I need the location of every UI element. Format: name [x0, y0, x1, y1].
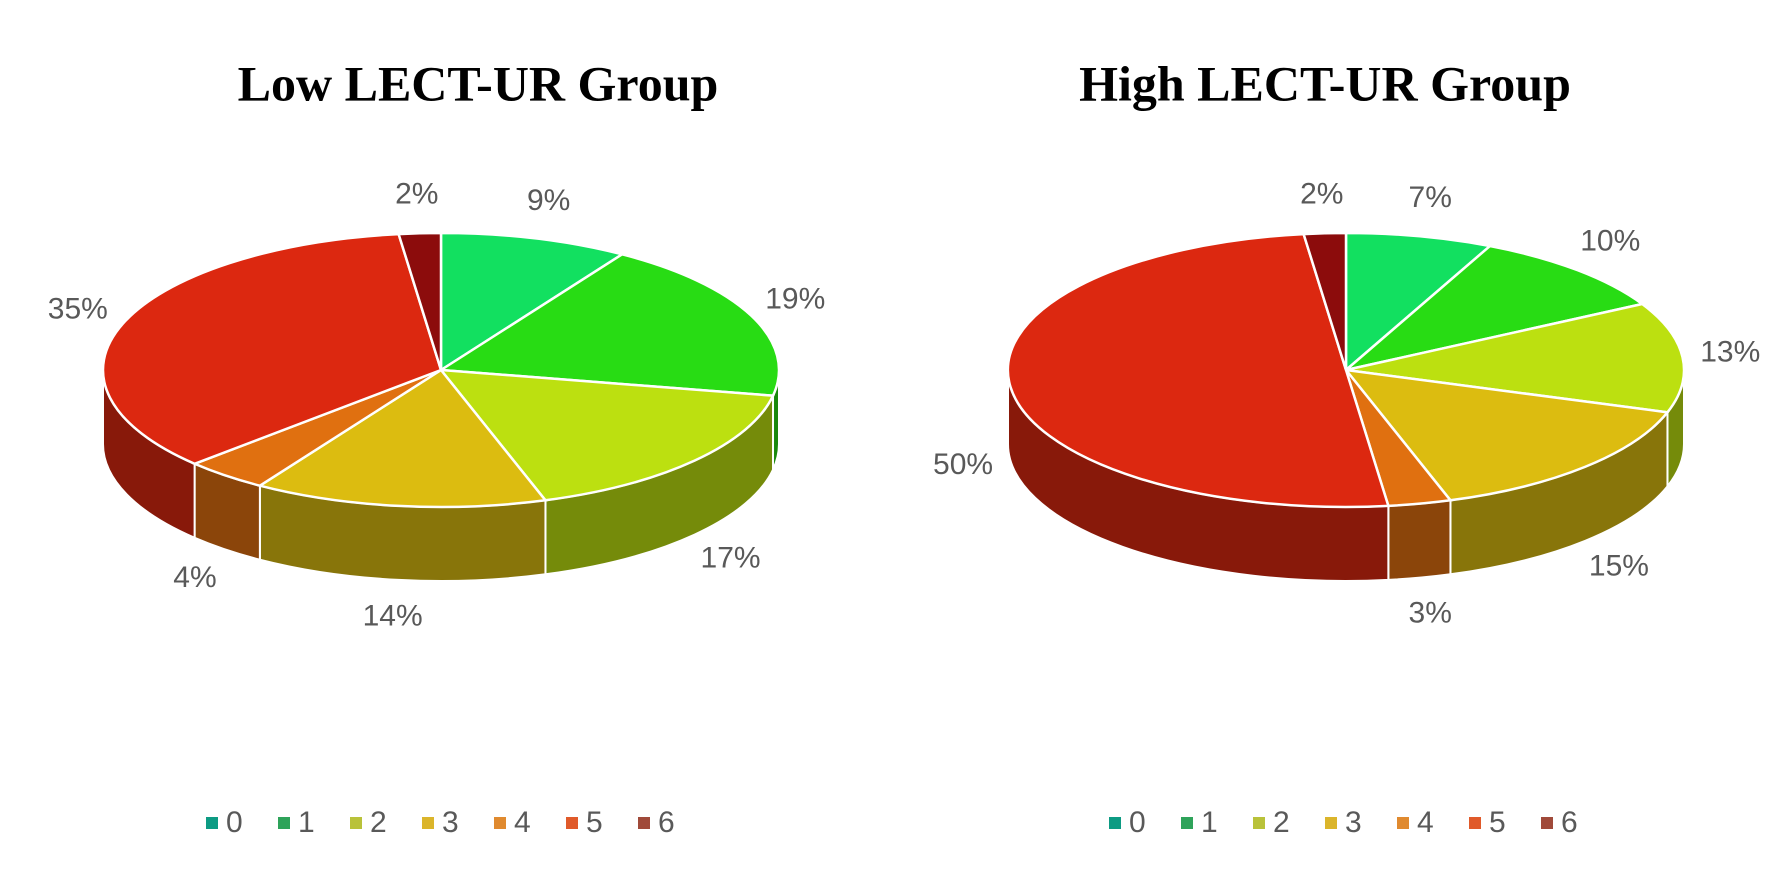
data-label: 2% — [395, 177, 438, 210]
slice — [1343, 368, 1670, 502]
legend-label: 1 — [1201, 806, 1218, 839]
data-label: 7% — [1409, 181, 1452, 214]
slice — [1301, 231, 1348, 371]
data-label: 50% — [933, 448, 993, 481]
legend-marker — [1469, 817, 1481, 829]
legend-marker — [566, 817, 578, 829]
data-label: 10% — [1580, 224, 1640, 257]
slice — [1345, 244, 1646, 372]
legend-marker — [494, 817, 506, 829]
slice — [256, 368, 548, 509]
data-label: 2% — [1300, 177, 1343, 210]
chart-title: High LECT-UR Group — [1079, 55, 1571, 111]
data-label: 4% — [173, 561, 216, 594]
legend-label: 0 — [226, 806, 243, 839]
legend-label: 2 — [370, 806, 387, 839]
legend-marker — [1325, 817, 1337, 829]
slice — [1344, 231, 1493, 373]
legend-marker — [1109, 817, 1121, 829]
data-label: 19% — [765, 282, 825, 315]
chart-title: Low LECT-UR Group — [238, 55, 719, 111]
legend-label: 2 — [1273, 806, 1290, 839]
legend-marker — [350, 817, 362, 829]
data-label: 15% — [1589, 550, 1649, 583]
legend-marker — [278, 817, 290, 829]
data-label: 17% — [701, 542, 761, 575]
legend-label: 6 — [658, 806, 675, 839]
legend-marker — [1253, 817, 1265, 829]
legend-label: 5 — [1489, 806, 1506, 839]
slice — [101, 232, 443, 466]
slice — [396, 231, 443, 371]
legend-label: 4 — [1417, 806, 1434, 839]
legend-label: 5 — [586, 806, 603, 839]
data-label: 3% — [1409, 597, 1452, 630]
data-label: 9% — [527, 184, 570, 217]
legend-label: 4 — [514, 806, 531, 839]
legend-marker — [1541, 817, 1553, 829]
slice — [439, 231, 626, 373]
slice — [1006, 232, 1391, 509]
legend-marker — [1181, 817, 1193, 829]
data-label: 14% — [363, 600, 423, 633]
legend-marker — [422, 817, 434, 829]
slice — [437, 252, 781, 397]
legend-label: 1 — [298, 806, 315, 839]
legend-label: 0 — [1129, 806, 1146, 839]
legend-label: 3 — [442, 806, 459, 839]
data-label: 13% — [1700, 335, 1760, 368]
data-label: 35% — [48, 293, 108, 326]
slice — [438, 368, 775, 502]
legend-marker — [206, 817, 218, 829]
legend-label: 3 — [1345, 806, 1362, 839]
slice — [1345, 302, 1686, 414]
legend-marker — [1397, 817, 1409, 829]
legend-label: 6 — [1561, 806, 1578, 839]
legend-marker — [638, 817, 650, 829]
slice-side — [1387, 499, 1452, 581]
